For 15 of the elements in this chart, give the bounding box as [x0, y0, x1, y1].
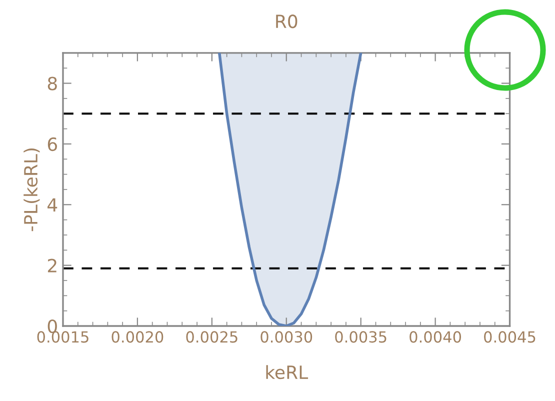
x-tick-label: 0.0025	[186, 331, 238, 343]
x-tick-label: 0.0030	[260, 331, 312, 343]
x-tick-label: 0.0035	[335, 331, 386, 343]
x-tick-label: 0.0040	[410, 331, 462, 343]
x-tick-label: 0.0045	[484, 331, 536, 343]
y-tick-label: 8	[48, 76, 57, 90]
x-axis-title: keRL	[266, 365, 308, 380]
x-tick-label: 0.0015	[37, 331, 88, 343]
y-tick-label: 2	[48, 258, 56, 272]
y-axis-title: -PL(keRL)	[24, 148, 40, 232]
y-tick-label: 6	[48, 137, 57, 152]
y-tick-label: 0	[48, 319, 57, 334]
chart-title: R0	[276, 14, 298, 28]
x-tick-label: 0.0020	[112, 331, 164, 343]
y-tick-label: 4	[48, 198, 58, 212]
